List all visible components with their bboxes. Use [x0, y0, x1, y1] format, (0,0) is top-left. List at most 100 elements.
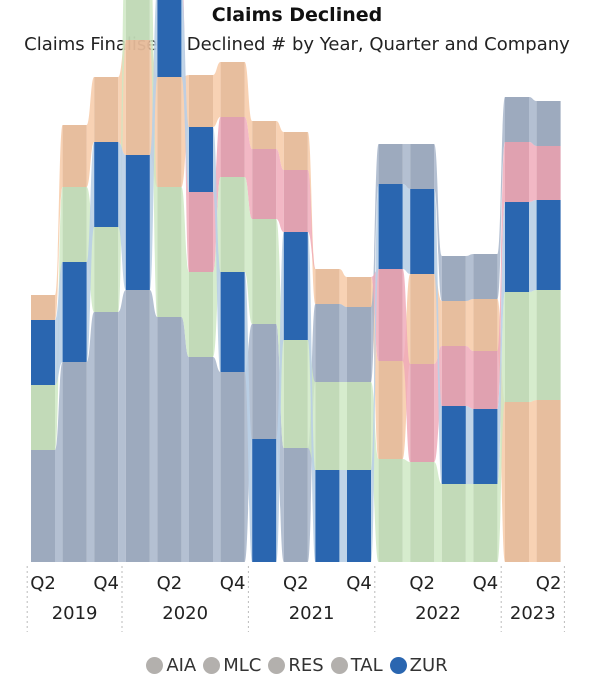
bar-tal-5[interactable]: [189, 272, 213, 357]
bar-zur-13[interactable]: [441, 406, 466, 484]
bar-mlc-11[interactable]: [378, 144, 403, 184]
year-label-2022: 2022: [415, 603, 461, 624]
ribbon-tal-6: [244, 177, 253, 324]
bar-tal-16[interactable]: [536, 290, 561, 400]
bar-zur-8[interactable]: [283, 232, 308, 340]
bar-aia-8[interactable]: [283, 132, 308, 170]
bar-zur-10[interactable]: [347, 470, 371, 562]
bar-aia-10[interactable]: [347, 277, 371, 307]
bar-zur-6[interactable]: [220, 272, 245, 372]
bar-aia-7[interactable]: [252, 121, 277, 149]
bar-aia-0[interactable]: [31, 295, 55, 320]
bar-res-13[interactable]: [441, 346, 466, 406]
bar-zur-9[interactable]: [315, 470, 340, 562]
bar-mlc-13[interactable]: [441, 256, 466, 301]
bar-tal-14[interactable]: [473, 484, 498, 562]
bar-aia-3[interactable]: [125, 40, 150, 155]
bar-res-6[interactable]: [220, 117, 245, 177]
bar-zur-5[interactable]: [189, 127, 213, 192]
bar-zur-0[interactable]: [31, 320, 55, 385]
bar-aia-13[interactable]: [441, 301, 466, 346]
bar-tal-11[interactable]: [378, 459, 403, 562]
bar-aia-11[interactable]: [378, 361, 403, 459]
bar-tal-8[interactable]: [283, 340, 308, 448]
bar-mlc-2[interactable]: [94, 312, 119, 562]
bar-res-12[interactable]: [410, 364, 435, 462]
bar-zur-12[interactable]: [410, 189, 435, 274]
bar-aia-4[interactable]: [157, 77, 182, 187]
bar-aia-1[interactable]: [62, 125, 87, 187]
bar-res-7[interactable]: [252, 149, 277, 219]
bar-res-8[interactable]: [283, 170, 308, 232]
legend-item-res[interactable]: RES: [268, 655, 324, 676]
bar-mlc-5[interactable]: [189, 357, 213, 562]
bar-aia-15[interactable]: [505, 402, 529, 562]
ribbon-zur-3: [149, 0, 158, 290]
legend-item-tal[interactable]: TAL: [330, 655, 383, 676]
bar-zur-7[interactable]: [252, 439, 277, 562]
bar-tal-6[interactable]: [220, 177, 245, 272]
ribbon-res-5: [213, 117, 221, 272]
bar-res-16[interactable]: [536, 146, 561, 200]
bar-res-5[interactable]: [189, 192, 213, 272]
bar-aia-9[interactable]: [315, 269, 340, 304]
bar-zur-11[interactable]: [378, 184, 403, 269]
ribbons: [55, 0, 537, 562]
bar-mlc-4[interactable]: [157, 317, 182, 562]
bar-mlc-12[interactable]: [410, 144, 435, 189]
bar-tal-10[interactable]: [347, 382, 371, 470]
ribbon-tal-11: [402, 459, 411, 562]
bar-tal-15[interactable]: [505, 292, 529, 402]
legend-label-tal: TAL: [350, 655, 383, 676]
bar-zur-14[interactable]: [473, 409, 498, 484]
bar-mlc-1[interactable]: [62, 362, 87, 562]
bar-tal-12[interactable]: [410, 462, 435, 562]
bar-mlc-15[interactable]: [505, 97, 529, 142]
year-label-2020: 2020: [162, 603, 208, 624]
bar-tal-9[interactable]: [315, 382, 340, 470]
legend-item-zur[interactable]: ZUR: [389, 655, 448, 676]
bar-mlc-14[interactable]: [473, 254, 498, 299]
bar-zur-16[interactable]: [536, 200, 561, 290]
bar-aia-5[interactable]: [189, 75, 213, 127]
bar-aia-2[interactable]: [94, 77, 119, 142]
bar-zur-4[interactable]: [157, 0, 182, 77]
ribbon-res-12: [434, 346, 442, 462]
bar-mlc-8[interactable]: [283, 448, 308, 562]
bar-aia-16[interactable]: [536, 400, 561, 562]
bar-aia-12[interactable]: [410, 274, 435, 364]
ribbon-mlc-0: [55, 362, 63, 562]
bar-aia-14[interactable]: [473, 299, 498, 351]
bar-res-11[interactable]: [378, 269, 403, 361]
bar-tal-4[interactable]: [157, 187, 182, 317]
bar-mlc-9[interactable]: [315, 304, 340, 382]
year-label-2023: 2023: [510, 603, 556, 624]
bar-res-14[interactable]: [473, 351, 498, 409]
ribbon-res-8: [307, 170, 316, 269]
bar-tal-0[interactable]: [31, 385, 55, 450]
bar-mlc-0[interactable]: [31, 450, 55, 562]
bar-aia-6[interactable]: [220, 62, 245, 117]
ribbon-res-14: [497, 142, 505, 409]
bar-mlc-10[interactable]: [347, 307, 371, 382]
ribbon-zur-6: [244, 272, 253, 562]
legend-item-mlc[interactable]: MLC: [203, 655, 261, 676]
bar-zur-1[interactable]: [62, 262, 87, 362]
bar-tal-13[interactable]: [441, 484, 466, 562]
bar-tal-2[interactable]: [94, 227, 119, 312]
bar-mlc-6[interactable]: [220, 372, 245, 562]
ribbon-tal-12: [434, 462, 442, 562]
bar-tal-1[interactable]: [62, 187, 87, 262]
bar-mlc-16[interactable]: [536, 101, 561, 146]
bar-zur-2[interactable]: [94, 142, 119, 227]
bar-zur-15[interactable]: [505, 202, 529, 292]
bar-zur-3[interactable]: [125, 155, 150, 290]
year-label-2021: 2021: [289, 603, 335, 624]
bar-mlc-7[interactable]: [252, 324, 277, 439]
bar-res-15[interactable]: [505, 142, 529, 202]
ribbon-zur-12: [434, 189, 442, 484]
bar-tal-7[interactable]: [252, 219, 277, 324]
legend-item-aia[interactable]: AIA: [146, 655, 196, 676]
bar-mlc-3[interactable]: [125, 290, 150, 562]
bar-tal-3[interactable]: [125, 0, 150, 40]
